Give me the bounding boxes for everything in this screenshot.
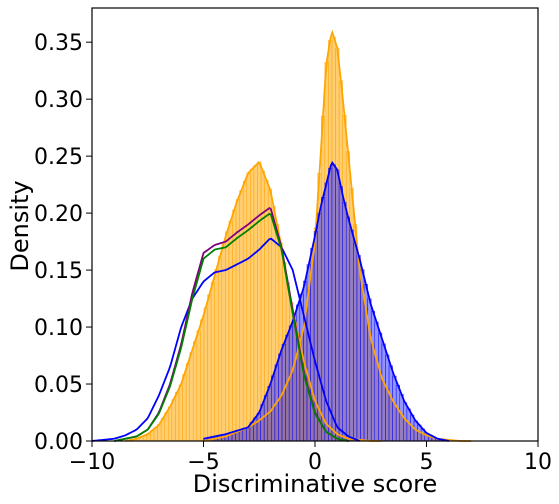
histogram-bar — [185, 363, 190, 442]
histogram-bar — [207, 294, 212, 442]
histogram-bar — [370, 310, 376, 442]
histogram-bar — [338, 186, 343, 442]
histogram-bar — [285, 334, 290, 442]
histogram-bar — [242, 428, 247, 442]
x-axis-title: Discriminative score — [193, 470, 438, 498]
histogram-bar — [246, 172, 251, 442]
histogram-bar — [388, 365, 393, 442]
histogram-bar — [374, 321, 379, 442]
y-tick-label: 0.25 — [34, 145, 83, 170]
histogram-bar — [214, 269, 219, 442]
kde-curves — [91, 29, 472, 442]
histogram-bar — [221, 243, 226, 442]
x-tick-label: 5 — [420, 450, 434, 475]
histogram-bar — [356, 255, 361, 442]
histogram-bar — [178, 384, 183, 442]
histogram-bar — [250, 168, 255, 442]
histogram-bar — [263, 395, 268, 442]
histogram-bar — [168, 406, 173, 442]
x-tick-label: −5 — [187, 450, 219, 475]
histogram-bar — [203, 307, 208, 442]
histogram-bar — [232, 209, 237, 442]
x-axis-ticks: −10 −5 0 5 10 — [69, 441, 552, 475]
histogram-bar — [225, 231, 230, 442]
y-axis-ticks: 0.00 0.05 0.10 0.15 0.20 0.25 0.30 0.35 — [34, 31, 92, 455]
x-tick-label: 0 — [308, 450, 322, 475]
histogram-bar — [342, 202, 347, 442]
histogram-bar — [210, 281, 215, 442]
kde-curve — [125, 161, 382, 442]
y-tick-label: 0.35 — [34, 31, 83, 56]
histogram-bar — [385, 354, 390, 442]
histogram-bar — [217, 256, 223, 442]
histogram-bar — [228, 220, 233, 442]
y-tick-label: 0.30 — [34, 88, 83, 113]
histogram-bar — [242, 180, 248, 442]
histogram-bar — [331, 164, 336, 442]
kde-curve — [203, 160, 449, 442]
histogram-bar — [328, 167, 333, 442]
histogram-bar — [320, 197, 326, 442]
histogram-bar — [349, 229, 354, 442]
histogram-bar — [192, 341, 198, 442]
histogram-bar — [288, 325, 293, 442]
histogram-bar — [392, 375, 397, 442]
y-tick-label: 0.10 — [34, 316, 83, 341]
histogram-bar — [196, 330, 201, 442]
histogram-bar — [403, 402, 408, 442]
histogram-bar — [164, 412, 169, 442]
histogram-bar — [200, 319, 205, 442]
histogram-bar — [381, 343, 386, 442]
histogram-bar — [189, 352, 194, 442]
histogram-bar — [256, 412, 261, 442]
kde-curve — [91, 237, 360, 442]
kde-curve — [114, 212, 349, 442]
histogram-bar — [378, 332, 383, 442]
histogram-bar — [175, 391, 180, 442]
x-tick-label: 10 — [524, 450, 552, 475]
y-tick-label: 0.05 — [34, 373, 83, 398]
y-tick-label: 0.20 — [34, 202, 83, 227]
histogram-bar — [257, 161, 262, 442]
histogram-bar — [335, 169, 340, 442]
histogram-bar — [353, 242, 358, 442]
histogram-bar — [253, 165, 258, 442]
y-tick-label: 0.00 — [34, 430, 83, 455]
histogram-bar — [171, 399, 176, 442]
histogram-bar — [246, 427, 251, 442]
y-tick-label: 0.15 — [34, 259, 83, 284]
histogram-bar — [345, 216, 351, 442]
x-tick-label: −10 — [69, 450, 115, 475]
histogram-bar — [395, 384, 400, 442]
y-axis-title: Density — [6, 180, 34, 271]
histogram-bar — [182, 374, 187, 442]
